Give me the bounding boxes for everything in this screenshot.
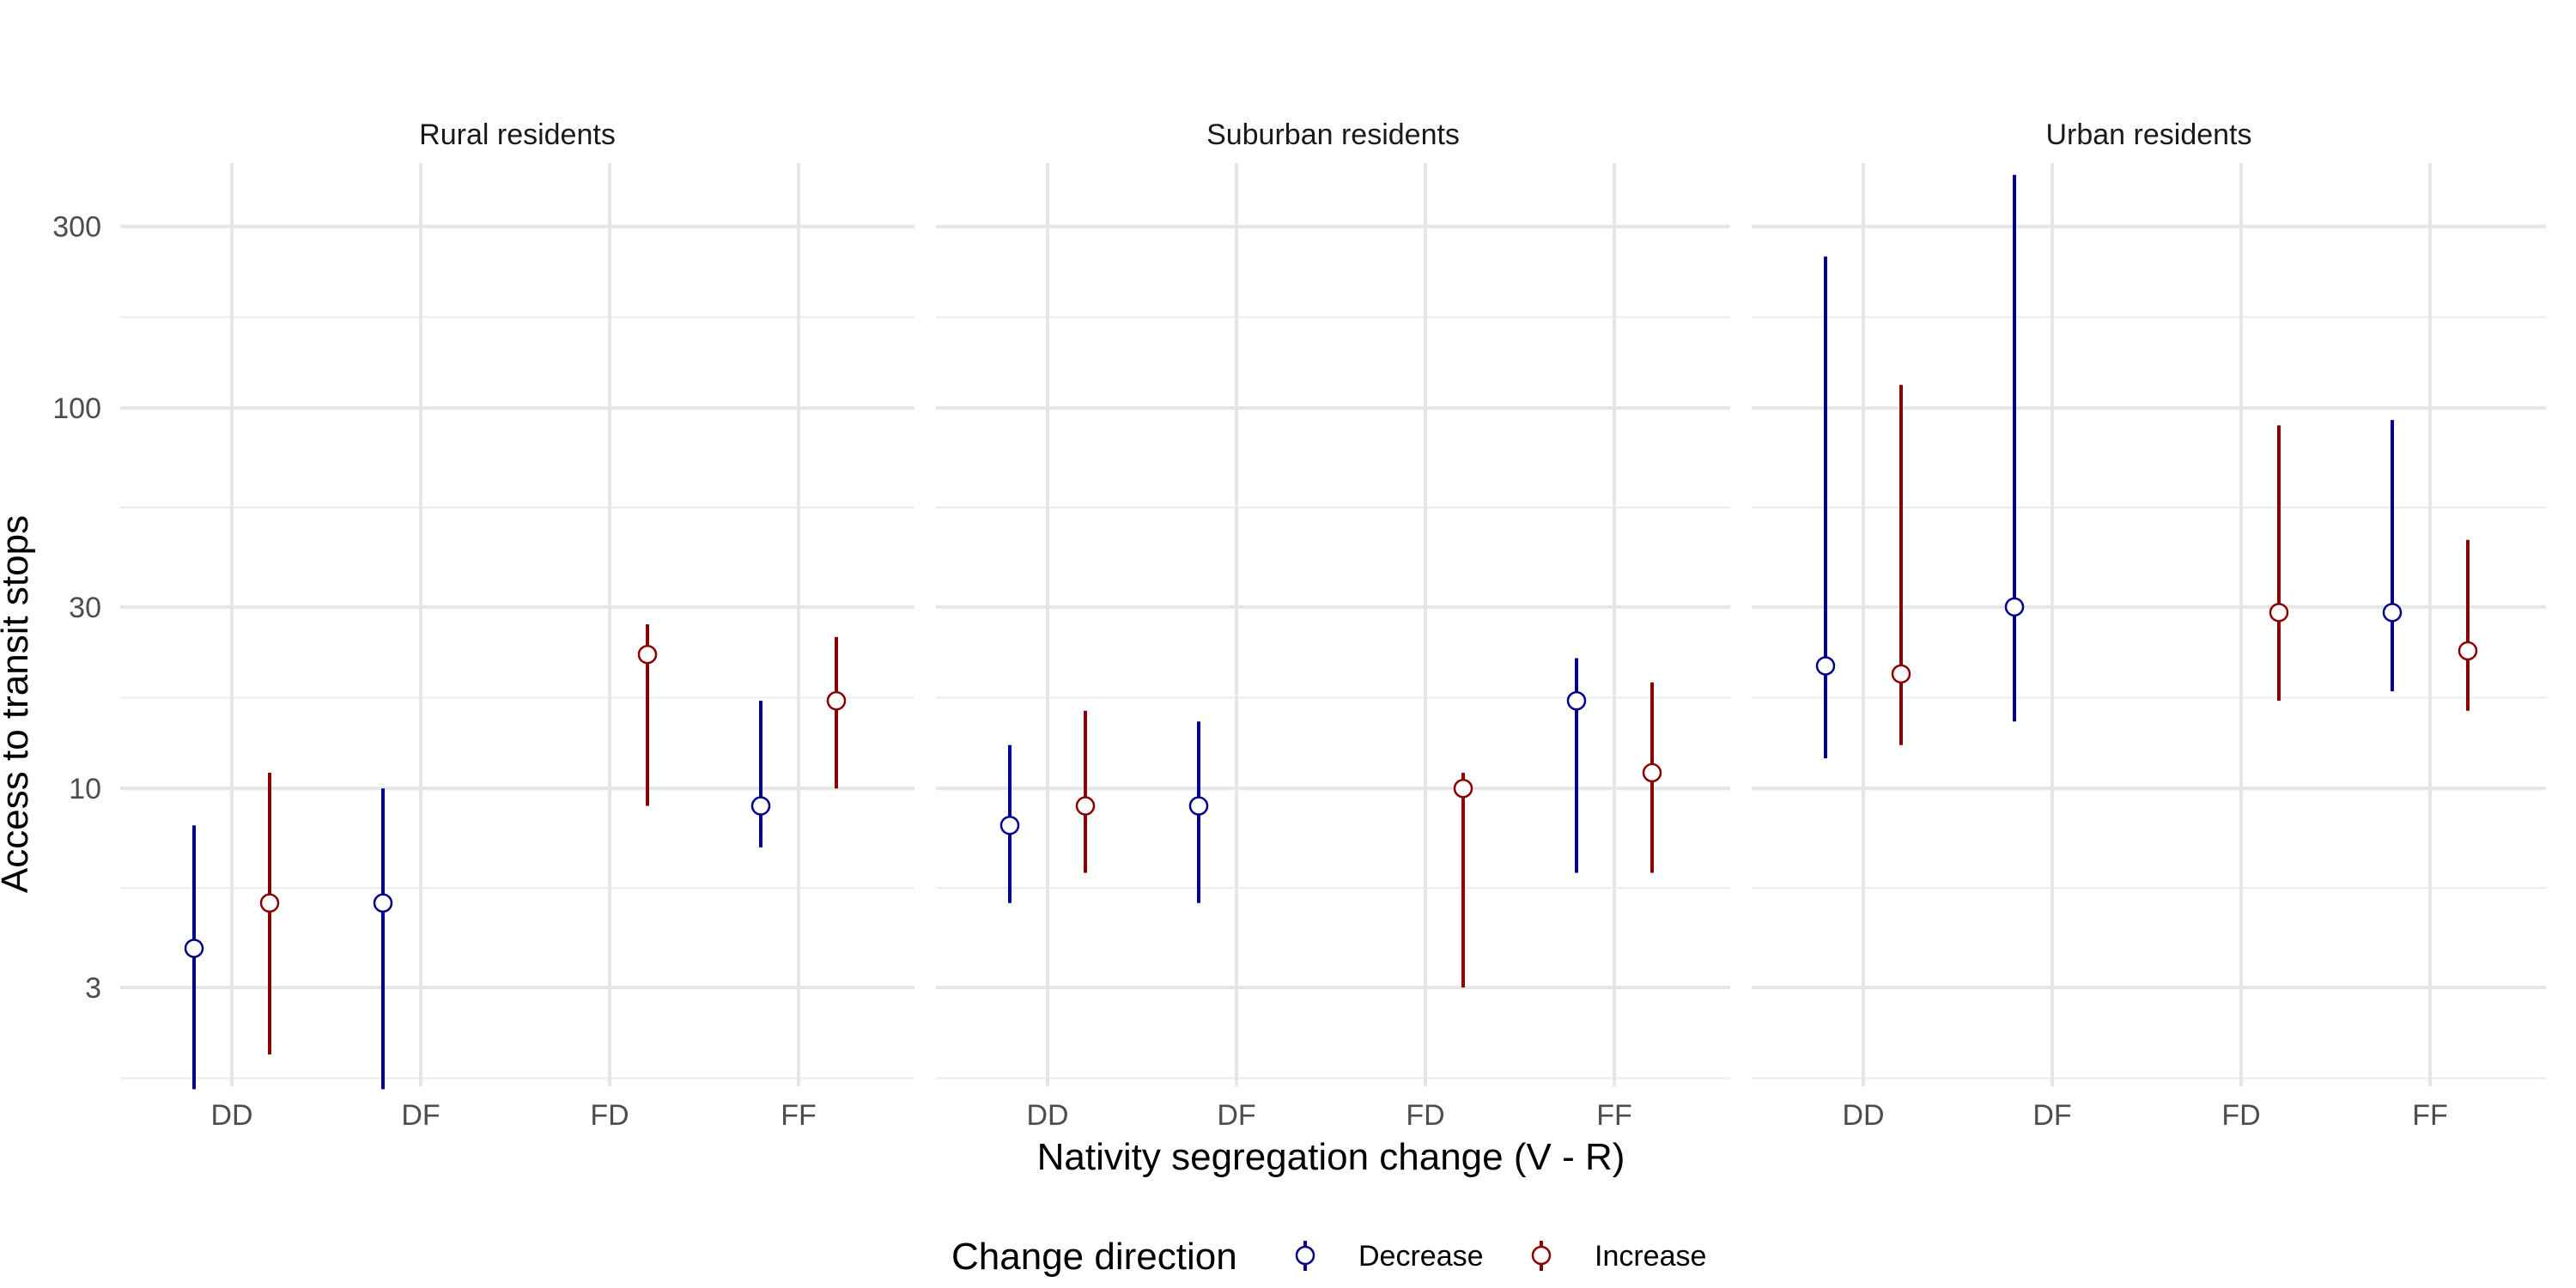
x-axis-title: Nativity segregation change (V - R) bbox=[1037, 1136, 1625, 1178]
x-tick-label: DF bbox=[401, 1099, 440, 1132]
legend-key-point bbox=[1295, 1245, 1315, 1266]
y-tick-label: 3 bbox=[85, 972, 101, 1005]
point-estimate bbox=[750, 796, 771, 816]
facet-panel: Urban residents DD DF FD FF bbox=[1752, 118, 2546, 1132]
point-estimate bbox=[2269, 603, 2289, 623]
x-tick-label: DD bbox=[1026, 1099, 1068, 1132]
x-tick-label: FD bbox=[2221, 1099, 2260, 1132]
y-tick-label: 300 bbox=[52, 211, 101, 244]
x-tick-label: FF bbox=[2412, 1099, 2448, 1132]
y-axis: 3 10 30 100 300 bbox=[52, 211, 101, 1005]
legend-title: Change direction bbox=[951, 1236, 1237, 1278]
legend-key: Increase bbox=[1531, 1240, 1706, 1273]
legend: Change direction Decrease Increase bbox=[951, 1236, 1706, 1278]
x-tick-label: DD bbox=[1842, 1099, 1884, 1132]
y-tick-label: 30 bbox=[69, 592, 101, 624]
x-tick-label: FF bbox=[1596, 1099, 1632, 1132]
legend-key: Decrease bbox=[1295, 1240, 1484, 1273]
legend-label: Decrease bbox=[1358, 1240, 1484, 1273]
legend-keys: Decrease Increase bbox=[1295, 1240, 1706, 1273]
facet-panel: Rural residents DD DF FD FF bbox=[120, 118, 914, 1132]
point-estimate bbox=[637, 644, 658, 665]
point-estimate bbox=[373, 893, 393, 913]
point-estimate bbox=[826, 690, 847, 711]
x-tick-label: DD bbox=[210, 1099, 252, 1132]
y-tick-label: 10 bbox=[69, 773, 101, 805]
point-estimate bbox=[1453, 778, 1473, 799]
point-estimate bbox=[2004, 597, 2025, 617]
facet-title: Rural residents bbox=[419, 118, 616, 151]
facet-panel: Suburban residents DD DF FD FF bbox=[936, 118, 1730, 1132]
facet-title: Urban residents bbox=[2045, 118, 2251, 151]
y-tick-label: 100 bbox=[52, 392, 101, 425]
point-estimate bbox=[1815, 656, 1836, 676]
facet-title: Suburban residents bbox=[1206, 118, 1460, 151]
point-estimate bbox=[184, 939, 204, 958]
point-estimate bbox=[999, 815, 1020, 835]
x-tick-label: DF bbox=[1217, 1099, 1255, 1132]
legend-label: Increase bbox=[1595, 1240, 1706, 1273]
x-tick-label: DF bbox=[2032, 1099, 2071, 1132]
x-tick-label: FD bbox=[1406, 1099, 1444, 1132]
point-estimate bbox=[2458, 641, 2478, 661]
point-estimate bbox=[2382, 603, 2403, 623]
point-estimate bbox=[1642, 762, 1662, 783]
point-estimate bbox=[1188, 796, 1209, 816]
x-tick-label: FF bbox=[781, 1099, 817, 1132]
y-axis-title: Access to transit stops bbox=[0, 515, 36, 893]
point-estimate bbox=[1891, 664, 1911, 684]
x-tick-label: FD bbox=[590, 1099, 629, 1132]
point-estimate bbox=[259, 893, 280, 913]
point-estimate bbox=[1566, 690, 1587, 711]
legend-key-point bbox=[1531, 1245, 1552, 1266]
point-estimate bbox=[1075, 796, 1096, 816]
